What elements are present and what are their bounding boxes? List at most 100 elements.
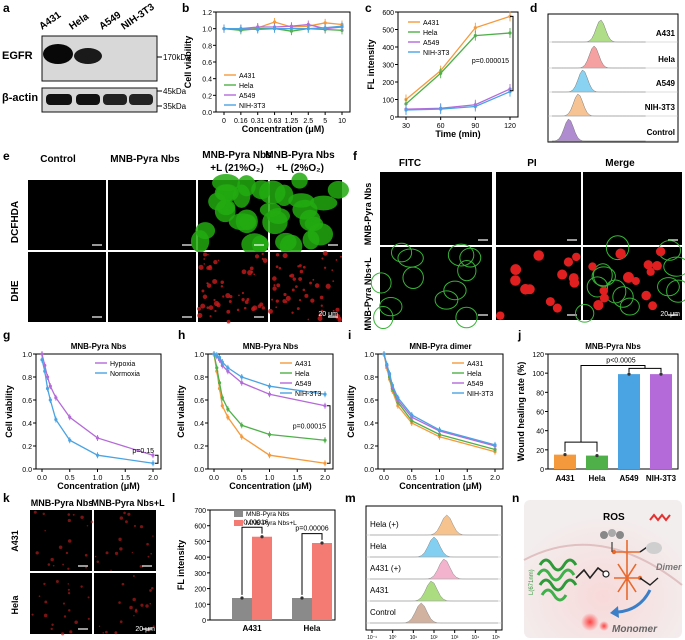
- bar-nih-3t3: [650, 374, 672, 469]
- red-speckle: [275, 265, 279, 269]
- cell-green: [190, 230, 210, 253]
- red-speckle: [275, 306, 278, 309]
- chart-c-fl-intensity: 0 100 200 300 400 500 600 FL intensity Time (min…: [366, 10, 519, 139]
- y-tick-label: 200: [194, 587, 206, 594]
- sig-bracket: [241, 526, 263, 595]
- conversion-arrow: [617, 589, 652, 614]
- x-tick-label: 0.5: [407, 475, 417, 482]
- p-value: p=0.15: [132, 448, 154, 455]
- legend-label: Normoxia: [110, 371, 140, 378]
- scale-label: 20 μm: [318, 311, 338, 318]
- linker-node: [602, 570, 610, 578]
- red-speckle: [272, 276, 277, 281]
- series-line-a431: [213, 353, 326, 464]
- red-speckle: [298, 299, 302, 302]
- red-speckle: [253, 273, 256, 276]
- x-tick-label: 2.0: [320, 475, 330, 482]
- legend-label: MNB-Pyra Nbs+L: [246, 520, 297, 527]
- data-point: [385, 362, 389, 366]
- red-speckle: [62, 563, 65, 566]
- histogram-label: A431 (+): [370, 564, 401, 573]
- histogram: [551, 118, 646, 142]
- red-speckle: [67, 583, 70, 585]
- chart-i-dimer: 0.0 0.2 0.4 0.6 0.8 1.0 Cell viability Concentr…: [346, 342, 504, 491]
- y-tick-label: 0.8: [202, 43, 212, 50]
- red-speckle: [43, 613, 48, 618]
- red-speckle: [69, 630, 73, 634]
- panel-d-flow-histograms: A431 Hela A549 NIH-3T3 Control: [547, 13, 679, 143]
- nucleus: [588, 262, 597, 271]
- red-speckle: [323, 266, 327, 269]
- data-point: [226, 407, 230, 411]
- red-speckle: [105, 630, 108, 634]
- data-point: [410, 413, 414, 417]
- red-speckle: [87, 596, 90, 599]
- x-tick-label: 0.0: [37, 475, 47, 482]
- sig-bracket: [327, 405, 331, 464]
- red-speckle: [141, 566, 144, 568]
- y-axis-label: Cell viability: [4, 385, 14, 438]
- membrane-outline: [619, 297, 640, 316]
- y-tick-label: 300: [194, 571, 206, 578]
- red-speckle: [307, 318, 310, 321]
- data-point: [240, 381, 244, 385]
- panel-letter-h: h: [178, 328, 185, 342]
- data-point: [473, 104, 477, 109]
- plot-frame: [207, 353, 334, 470]
- y-tick-label: 60: [536, 410, 544, 417]
- bar-hela: [586, 455, 608, 469]
- red-speckle: [67, 592, 71, 595]
- light-label: L(671nm): [529, 569, 535, 595]
- chart-l-fl-intensity: 0 100 200 300 400 500 600 700 FL intensity A431 p=…: [176, 508, 336, 633]
- marker-35kda: 35kDa: [163, 102, 187, 111]
- band-egfr-a431: [43, 44, 73, 64]
- red-speckle: [331, 269, 334, 271]
- chart-h-nbs: 0.0 0.2 0.4 0.6 0.8 1.0 Cell viability Concentr…: [176, 342, 334, 491]
- histogram-label: Control: [647, 128, 675, 137]
- series-line-a549: [405, 88, 511, 110]
- x-tick-label: 0.5: [237, 475, 247, 482]
- legend-swatch: [234, 511, 243, 517]
- red-speckle: [198, 264, 204, 270]
- cell-green: [291, 172, 308, 189]
- red-speckle: [50, 627, 53, 631]
- y-tick-label: 100: [382, 98, 394, 105]
- data-point: [306, 27, 310, 31]
- red-speckle: [133, 615, 135, 617]
- y-tick-label: 0.4: [194, 421, 204, 428]
- data-point: [95, 436, 100, 440]
- red-speckle: [31, 613, 34, 616]
- red-speckle: [241, 269, 247, 275]
- x-tick-label: 0: [222, 118, 226, 125]
- y-tick-label: 0.6: [22, 398, 32, 405]
- red-speckle: [278, 266, 282, 270]
- red-speckle: [114, 631, 118, 635]
- x-tick-label: A431: [555, 474, 575, 483]
- y-tick-label: 1.0: [194, 352, 204, 359]
- y-tick-label: 300: [382, 63, 394, 70]
- data-point: [226, 415, 230, 419]
- membrane-outline: [434, 290, 459, 310]
- red-speckle: [322, 250, 328, 256]
- data-point: [493, 443, 497, 447]
- red-speckle: [147, 629, 150, 632]
- red-speckle: [290, 273, 295, 278]
- red-speckle: [244, 300, 249, 304]
- e-col-control: Control: [40, 154, 76, 165]
- micro-tile-f-0-0: [380, 172, 492, 245]
- y-tick-label: 120: [532, 352, 544, 359]
- data-point: [390, 383, 394, 387]
- micro-tile-f-0-2: [583, 172, 682, 245]
- data-point: [40, 352, 44, 356]
- red-speckle: [320, 309, 324, 312]
- series-line-a431: [405, 15, 511, 100]
- red-speckle: [309, 281, 312, 285]
- panel-letter-b: b: [182, 1, 189, 15]
- chart-j-wound-healing: 0 20 40 60 80 100 120 Wound healing rate (%) MNB…: [516, 342, 679, 483]
- membrane-outline: [605, 235, 630, 261]
- data-point: [68, 415, 72, 419]
- y-tick-label: 0.8: [194, 375, 204, 382]
- red-speckle: [133, 524, 137, 528]
- e-row-dhe: DHE: [10, 280, 21, 301]
- y-tick-label: 100: [532, 371, 544, 378]
